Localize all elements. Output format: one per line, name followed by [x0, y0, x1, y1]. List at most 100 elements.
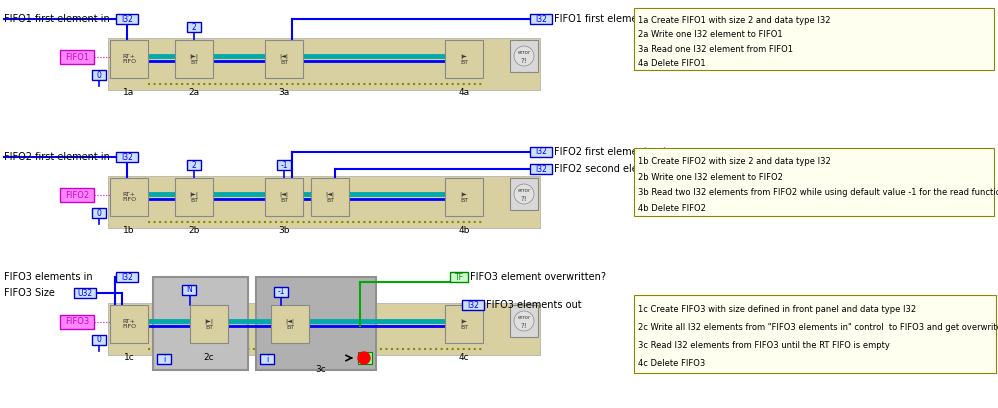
Text: 2c: 2c [204, 353, 215, 362]
Text: FIFO2 second element out: FIFO2 second element out [554, 164, 683, 174]
Bar [190, 305, 228, 343]
Bar [445, 178, 483, 216]
Bar [116, 152, 138, 162]
Bar [108, 176, 540, 228]
Bar [260, 354, 274, 364]
Bar [634, 148, 994, 216]
Text: error: error [517, 315, 531, 320]
Circle shape [514, 184, 534, 204]
Text: 4c: 4c [459, 353, 469, 362]
Text: |►|
BT: |►| BT [190, 191, 199, 203]
Text: FIFO1 first element in: FIFO1 first element in [4, 14, 110, 24]
Text: -1: -1 [280, 160, 287, 169]
Bar [445, 305, 483, 343]
Text: I32: I32 [535, 164, 547, 173]
Text: ?!: ?! [521, 323, 527, 329]
Text: I32: I32 [121, 153, 133, 162]
Text: 4a Delete FIFO1: 4a Delete FIFO1 [638, 59, 706, 68]
Bar [110, 305, 148, 343]
Text: 2a Write one I32 element to FIFO1: 2a Write one I32 element to FIFO1 [638, 30, 782, 39]
Text: 2: 2 [192, 22, 197, 31]
Text: 1a: 1a [124, 88, 135, 97]
Bar [358, 352, 372, 364]
Circle shape [514, 46, 534, 66]
Text: I32: I32 [467, 301, 479, 310]
Text: error: error [517, 50, 531, 55]
Text: |►|
BT: |►| BT [205, 318, 214, 330]
Text: 4b: 4b [458, 226, 470, 235]
Text: 2b: 2b [189, 226, 200, 235]
Bar [530, 147, 552, 157]
Text: 3c Read I32 elements from FIFO3 until the RT FIFO is empty: 3c Read I32 elements from FIFO3 until th… [638, 341, 890, 350]
Bar [510, 40, 538, 72]
Text: ?!: ?! [521, 58, 527, 64]
Bar [530, 164, 552, 174]
Text: FIFO3 elements out: FIFO3 elements out [486, 300, 582, 310]
Bar [60, 315, 94, 329]
Text: |◄|
BT: |◄| BT [325, 191, 334, 203]
Bar [60, 50, 94, 64]
Text: FIFO2 first element in: FIFO2 first element in [4, 152, 110, 162]
Text: ?!: ?! [521, 196, 527, 202]
Bar [311, 178, 349, 216]
Circle shape [514, 311, 534, 331]
Bar [60, 188, 94, 202]
Text: FIFO1 first element out: FIFO1 first element out [554, 14, 667, 24]
Text: I32: I32 [121, 15, 133, 24]
Bar [92, 208, 106, 218]
Text: |◄|
BT: |◄| BT [279, 191, 288, 203]
Text: 2: 2 [192, 160, 197, 169]
Bar [530, 14, 552, 24]
Text: 1b: 1b [123, 226, 135, 235]
Text: FIFO3 elements in: FIFO3 elements in [4, 272, 93, 282]
Text: 4c Delete FIFO3: 4c Delete FIFO3 [638, 359, 706, 368]
Bar [271, 305, 309, 343]
Text: 4a: 4a [458, 88, 470, 97]
Text: 3a Read one I32 element from FIFO1: 3a Read one I32 element from FIFO1 [638, 45, 793, 54]
Bar [92, 335, 106, 345]
Circle shape [358, 352, 370, 364]
Text: 3b: 3b [278, 226, 289, 235]
Bar [108, 38, 540, 90]
Text: 3c: 3c [315, 365, 326, 374]
Text: FIFO3: FIFO3 [65, 317, 89, 326]
Bar [74, 288, 96, 298]
Text: 3b Read two I32 elements from FIFO2 while using default value -1 for the read fu: 3b Read two I32 elements from FIFO2 whil… [638, 188, 998, 197]
Text: RT+
FIFO: RT+ FIFO [122, 319, 136, 329]
Text: FIFO3 element overwritten?: FIFO3 element overwritten? [470, 272, 606, 282]
Text: |►
BT: |► BT [460, 191, 468, 203]
Bar [187, 160, 201, 170]
Bar [182, 285, 196, 295]
Text: 1a Create FIFO1 with size 2 and data type I32: 1a Create FIFO1 with size 2 and data typ… [638, 16, 830, 25]
Text: |►|
BT: |►| BT [190, 53, 199, 64]
Text: 3a: 3a [278, 88, 289, 97]
Text: 1b Create FIFO2 with size 2 and data type I32: 1b Create FIFO2 with size 2 and data typ… [638, 157, 830, 166]
Bar [110, 178, 148, 216]
Bar [510, 178, 538, 210]
Text: |►
BT: |► BT [460, 53, 468, 64]
Text: FIFO3 Size: FIFO3 Size [4, 288, 55, 298]
Text: error: error [517, 188, 531, 193]
Text: RT+
FIFO: RT+ FIFO [122, 192, 136, 202]
Bar [157, 354, 171, 364]
Text: RT+
FIFO: RT+ FIFO [122, 53, 136, 64]
Bar [175, 40, 213, 78]
Text: 0: 0 [97, 71, 102, 80]
Text: FIFO2 first element out: FIFO2 first element out [554, 147, 667, 157]
Text: 1c Create FIFO3 with size defined in front panel and data type I32: 1c Create FIFO3 with size defined in fro… [638, 305, 916, 314]
Text: FIFO2: FIFO2 [65, 191, 89, 200]
Bar [256, 277, 376, 370]
Bar [187, 22, 201, 32]
Text: I32: I32 [535, 148, 547, 157]
Bar [462, 300, 484, 310]
Text: 2b Write one I32 element to FIFO2: 2b Write one I32 element to FIFO2 [638, 173, 782, 182]
Bar [277, 160, 291, 170]
Text: FIFO1: FIFO1 [65, 53, 89, 62]
Bar [445, 40, 483, 78]
Text: N: N [186, 286, 192, 295]
Text: i: i [265, 355, 268, 364]
Text: 0: 0 [97, 335, 102, 344]
Text: TF: TF [454, 273, 463, 282]
Bar [450, 272, 468, 282]
Text: 2c Write all I32 elements from "FIFO3 elements in" control  to FIFO3 and get ove: 2c Write all I32 elements from "FIFO3 el… [638, 323, 998, 332]
